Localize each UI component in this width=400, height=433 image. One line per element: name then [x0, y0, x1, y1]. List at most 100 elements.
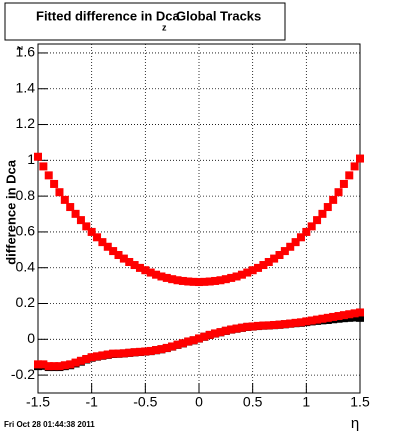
marker — [237, 270, 246, 279]
y-tick-label: 0.6 — [16, 223, 36, 239]
marker — [44, 171, 53, 180]
marker — [350, 162, 359, 171]
marker — [264, 257, 273, 266]
marker — [55, 362, 64, 371]
marker — [178, 339, 187, 348]
y-tick-label: -0.2 — [11, 366, 35, 382]
plot-area: -1.5 -1 -0.5 0 0.5 1 1.5 -0.2 0 0.2 0.4 0.6 0.8 1 1.2 1… — [11, 43, 370, 410]
marker — [356, 313, 364, 322]
marker — [205, 277, 214, 286]
marker — [221, 326, 230, 335]
marker — [93, 233, 102, 242]
marker — [162, 343, 171, 352]
marker — [211, 329, 220, 338]
marker — [125, 348, 134, 357]
marker — [318, 314, 327, 323]
marker — [98, 351, 107, 360]
marker — [232, 324, 241, 333]
marker — [114, 349, 123, 358]
marker — [39, 162, 48, 171]
marker — [307, 316, 316, 325]
marker — [307, 222, 316, 231]
marker — [71, 358, 80, 367]
marker — [119, 254, 128, 263]
marker — [98, 238, 107, 247]
marker — [216, 276, 225, 285]
marker — [50, 179, 59, 188]
marker — [141, 347, 150, 356]
marker — [119, 349, 128, 358]
marker — [243, 322, 252, 331]
marker — [291, 238, 300, 247]
marker — [318, 209, 327, 218]
y-axis-label: difference in Dca — [3, 159, 18, 265]
y-tick-label: 1.6 — [16, 44, 36, 60]
marker — [34, 360, 42, 369]
marker — [200, 277, 209, 286]
marker — [227, 273, 236, 282]
marker — [237, 323, 246, 332]
marker — [87, 353, 96, 362]
marker — [280, 247, 289, 256]
marker — [345, 310, 354, 319]
marker — [130, 261, 139, 270]
marker — [146, 346, 155, 355]
marker — [296, 233, 305, 242]
marker — [76, 216, 85, 225]
marker — [66, 203, 75, 212]
marker — [350, 309, 359, 318]
marker — [350, 313, 359, 322]
marker — [135, 347, 144, 356]
marker — [329, 312, 338, 321]
marker — [286, 242, 295, 251]
marker — [345, 171, 354, 180]
marker — [291, 318, 300, 327]
marker — [259, 261, 268, 270]
marker — [55, 188, 64, 197]
plot-frame — [37, 43, 361, 394]
marker — [232, 272, 241, 281]
marker — [152, 270, 161, 279]
marker — [205, 330, 214, 339]
x-tick-label: 1 — [302, 394, 310, 410]
marker — [334, 312, 343, 321]
marker — [329, 195, 338, 204]
marker — [152, 346, 161, 355]
marker — [76, 356, 85, 365]
marker — [157, 272, 166, 281]
marker — [146, 268, 155, 277]
marker — [109, 247, 118, 256]
marker — [211, 276, 220, 285]
marker — [66, 360, 75, 369]
marker — [216, 328, 225, 337]
y-tick-label: 0.8 — [16, 187, 36, 203]
marker — [184, 277, 193, 286]
marker — [157, 345, 166, 354]
marker — [189, 277, 198, 286]
marker — [168, 342, 177, 351]
marker — [82, 354, 91, 363]
chart-title-suffix: Global Tracks — [176, 8, 261, 23]
marker — [44, 362, 53, 371]
marker — [114, 251, 123, 260]
marker — [264, 321, 273, 330]
x-tick-label: -0.5 — [133, 394, 157, 410]
marker — [275, 251, 284, 260]
y-tick-label: 0.2 — [16, 294, 36, 310]
marker — [103, 350, 112, 359]
marker — [302, 227, 311, 236]
y-tick-label: 0 — [27, 330, 35, 346]
marker — [200, 332, 209, 341]
marker — [141, 266, 150, 275]
x-tick-label: 1.5 — [350, 394, 370, 410]
marker — [60, 195, 69, 204]
marker — [313, 315, 322, 324]
y-tick-label: 1 — [27, 151, 35, 167]
marker — [135, 263, 144, 272]
marker — [280, 320, 289, 329]
marker — [178, 276, 187, 285]
y-axis-label-subscript: z — [14, 45, 24, 50]
marker — [296, 318, 305, 327]
marker — [227, 325, 236, 334]
